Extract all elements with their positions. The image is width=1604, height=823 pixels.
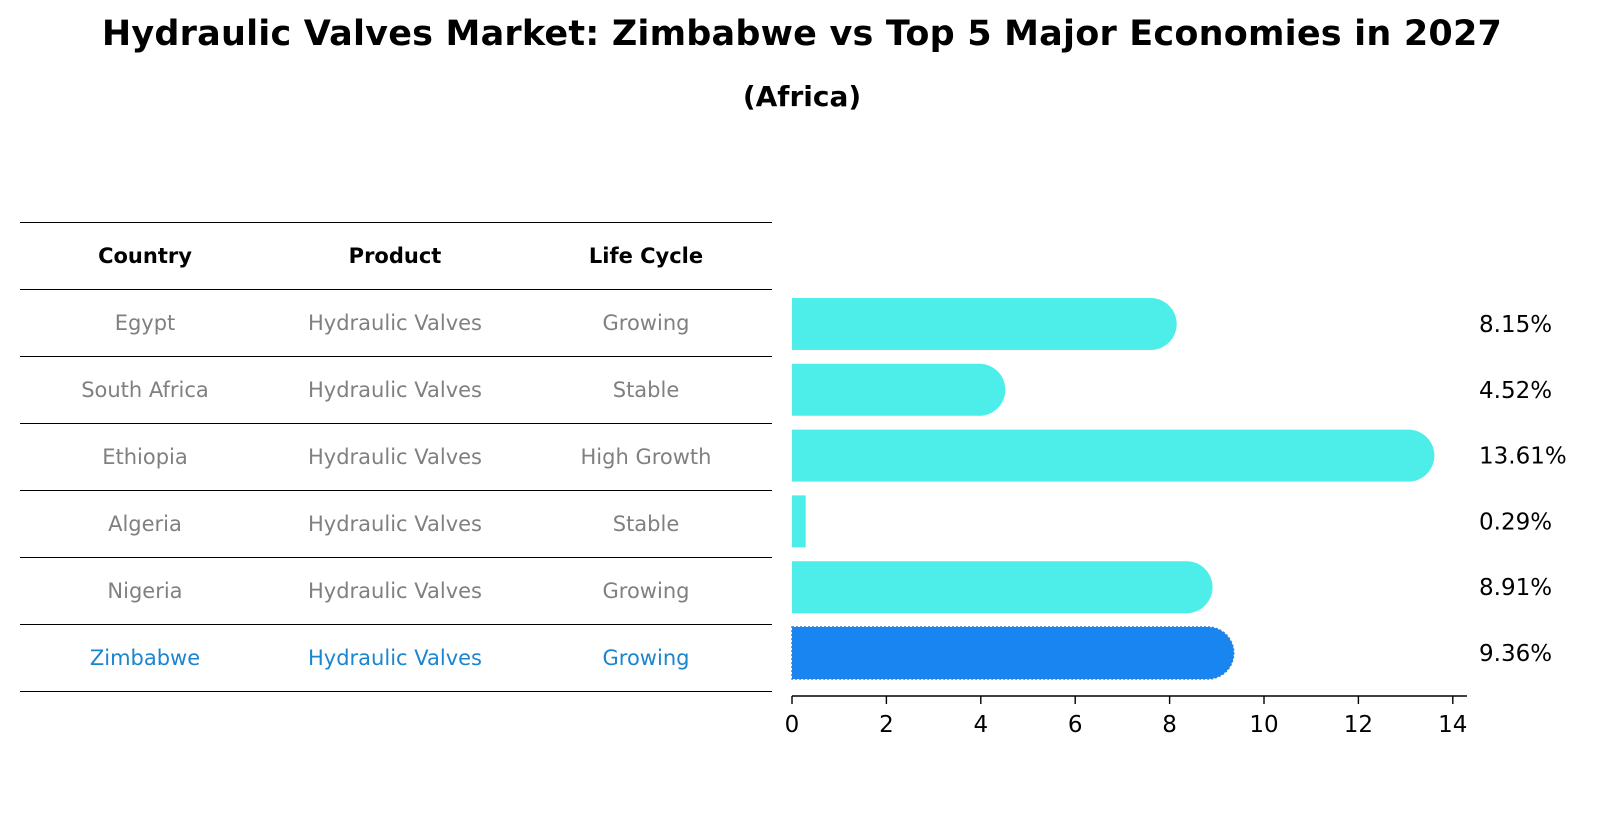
cell-life-cycle: Growing	[602, 311, 690, 335]
table-row-highlighted: Zimbabwe Hydraulic Valves Growing	[20, 624, 772, 691]
header-country: Country	[98, 244, 192, 268]
cell-country: Egypt	[114, 311, 176, 335]
table-row: Algeria Hydraulic Valves Stable	[20, 490, 772, 557]
cell-life-cycle: Growing	[602, 646, 690, 670]
bar-algeria	[792, 495, 806, 548]
bar-south-africa	[792, 363, 1006, 416]
chart-subtitle: (Africa)	[742, 80, 862, 113]
cell-product: Hydraulic Valves	[308, 512, 482, 536]
bar-nigeria	[792, 561, 1213, 614]
bar-ethiopia	[792, 429, 1435, 482]
x-tick-label: 14	[1438, 712, 1467, 738]
x-tick-label: 2	[879, 712, 894, 738]
table-bottom-rule	[20, 691, 772, 692]
x-tick-label: 12	[1344, 712, 1373, 738]
table-row: Ethiopia Hydraulic Valves High Growth	[20, 423, 772, 490]
cell-life-cycle: Stable	[612, 378, 680, 402]
cell-country: South Africa	[81, 378, 209, 402]
cell-product: Hydraulic Valves	[308, 378, 482, 402]
x-tick-label: 4	[973, 712, 988, 738]
header-life-cycle: Life Cycle	[588, 244, 704, 268]
data-label: 8.91%	[1479, 575, 1552, 601]
bar-egypt	[792, 298, 1177, 350]
cell-product: Hydraulic Valves	[308, 579, 482, 603]
cell-life-cycle: Growing	[602, 579, 690, 603]
table-row: Egypt Hydraulic Valves Growing	[20, 289, 772, 356]
table-header: Country Product Life Cycle	[20, 222, 772, 289]
cell-country: Ethiopia	[102, 445, 188, 469]
cell-product: Hydraulic Valves	[308, 646, 482, 670]
chart-title: Hydraulic Valves Market: Zimbabwe vs Top…	[101, 14, 1503, 54]
table-row: South Africa Hydraulic Valves Stable	[20, 356, 772, 423]
cell-country: Nigeria	[107, 579, 183, 603]
data-label: 8.15%	[1479, 312, 1552, 338]
data-label: 13.61%	[1479, 444, 1567, 470]
cell-life-cycle: Stable	[612, 512, 680, 536]
header-product: Product	[348, 244, 442, 268]
cell-product: Hydraulic Valves	[308, 445, 482, 469]
x-tick-label: 8	[1162, 712, 1177, 738]
bar-zimbabwe	[791, 626, 1235, 680]
cell-country: Algeria	[108, 512, 182, 536]
data-label: 0.29%	[1479, 509, 1552, 535]
x-tick-label: 10	[1249, 712, 1278, 738]
x-tick-label: 0	[785, 712, 800, 738]
data-table: Country Product Life Cycle Egypt Hydraul…	[20, 222, 772, 692]
cell-life-cycle: High Growth	[580, 445, 712, 469]
table-row: Nigeria Hydraulic Valves Growing	[20, 557, 772, 624]
cell-country: Zimbabwe	[89, 646, 201, 670]
cell-product: Hydraulic Valves	[308, 311, 482, 335]
x-tick-label: 6	[1068, 712, 1083, 738]
data-label: 4.52%	[1479, 378, 1552, 404]
data-label: 9.36%	[1479, 641, 1552, 667]
